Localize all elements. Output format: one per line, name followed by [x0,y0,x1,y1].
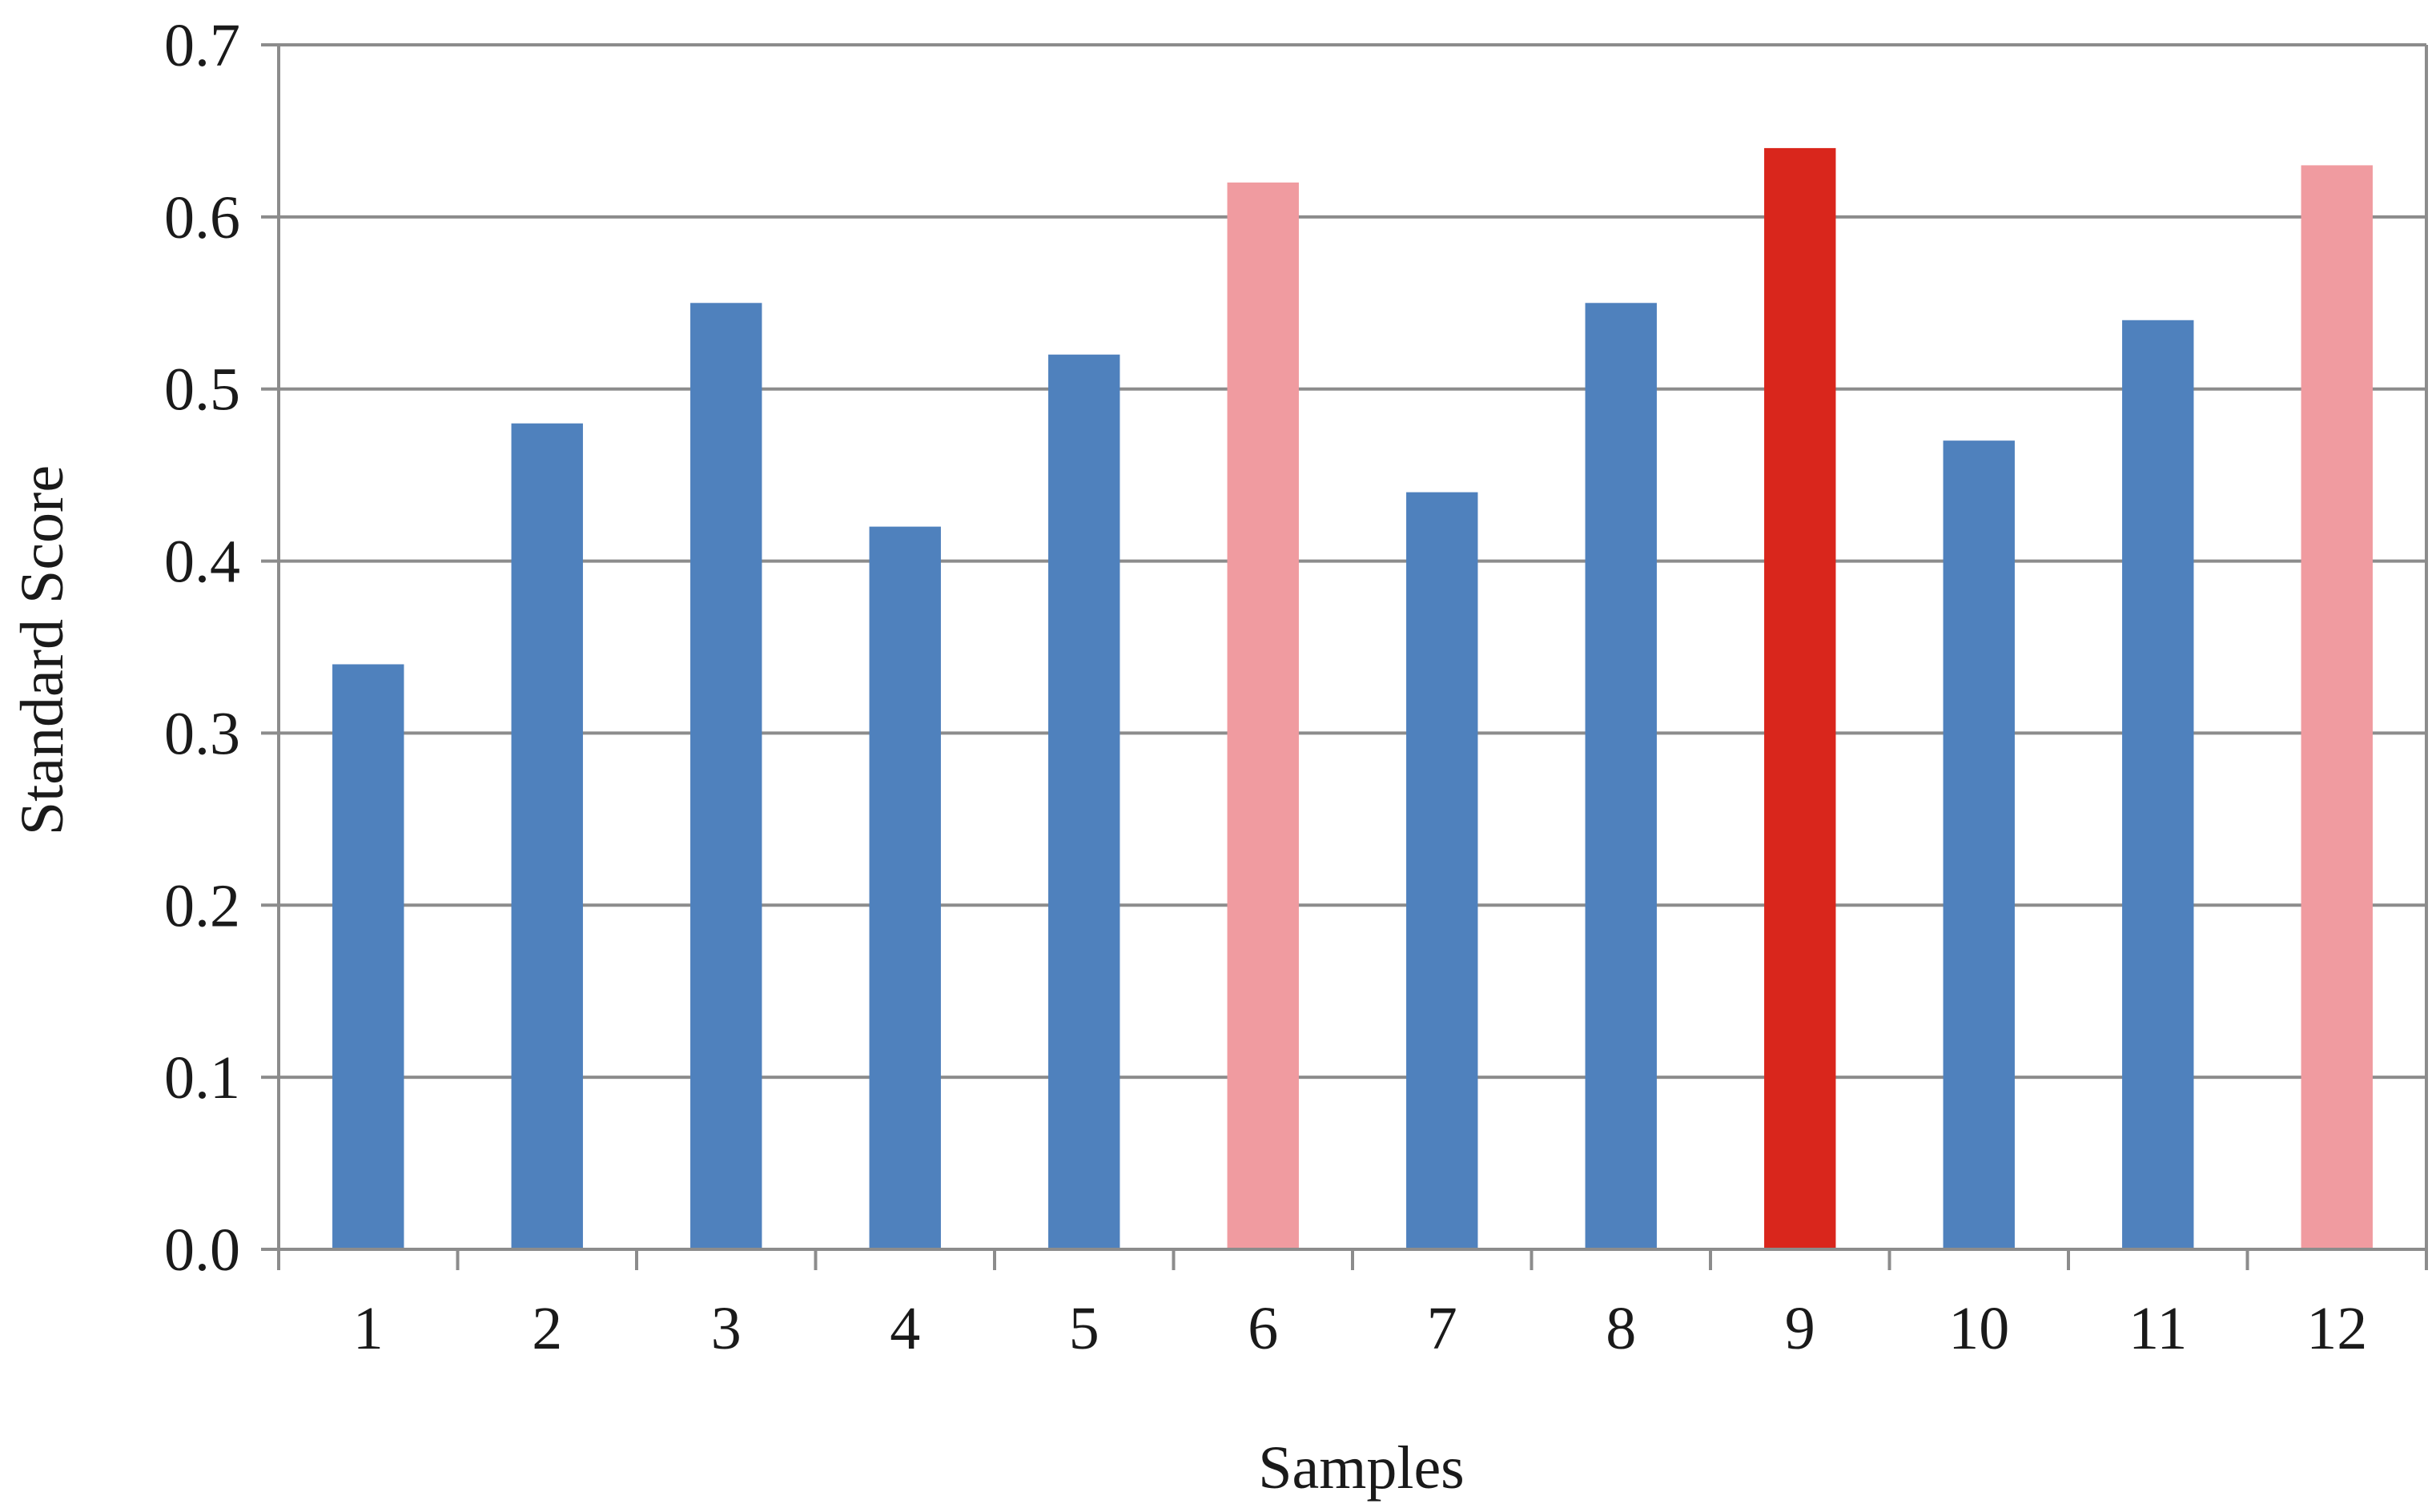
axes [261,43,2428,1270]
x-tick-label: 10 [1948,1295,2009,1362]
y-tick-label: 0.5 [164,356,240,424]
bar-sample-8 [1585,303,1657,1250]
bar-sample-9 [1764,147,1836,1249]
y-tick-label: 0.6 [164,184,240,251]
x-tick-label: 9 [1785,1295,1815,1362]
y-axis-title: Standard Score [9,465,76,835]
y-tick-label: 0.2 [164,872,240,939]
x-tick-label: 4 [890,1295,920,1362]
x-tick-label: 8 [1606,1295,1636,1362]
bar-sample-1 [332,664,404,1249]
x-axis-title: Samples [1258,1434,1465,1502]
x-tick-label: 11 [2128,1295,2187,1362]
bar-sample-2 [511,423,583,1249]
y-tick-label: 0.4 [164,529,240,596]
y-tick-label: 0.3 [164,700,240,767]
bar-sample-10 [1943,440,2015,1249]
x-tick-label: 12 [2306,1295,2367,1362]
y-tick-label: 0.1 [164,1044,240,1112]
x-tick-label: 3 [711,1295,742,1362]
x-tick-label: 5 [1069,1295,1099,1362]
x-tick-label: 6 [1248,1295,1278,1362]
x-tick-label: 2 [532,1295,562,1362]
bars [332,147,2373,1250]
x-tick-labels: 1 2 3 4 5 6 7 8 9 10 11 12 [353,1295,2368,1362]
y-tick-label: 0.0 [164,1216,240,1284]
bar-sample-4 [869,526,941,1249]
bar-sample-11 [2122,320,2194,1249]
bar-sample-5 [1048,354,1120,1249]
x-tick-label: 7 [1427,1295,1457,1362]
bar-sample-7 [1406,492,1478,1249]
bar-sample-3 [690,303,762,1250]
bar-sample-12 [2301,165,2373,1249]
x-tick-label: 1 [353,1295,384,1362]
y-tick-labels: 0.0 0.1 0.2 0.3 0.4 0.5 0.6 0.7 [164,12,240,1284]
y-tick-label: 0.7 [164,12,240,79]
bar-sample-6 [1227,182,1299,1249]
